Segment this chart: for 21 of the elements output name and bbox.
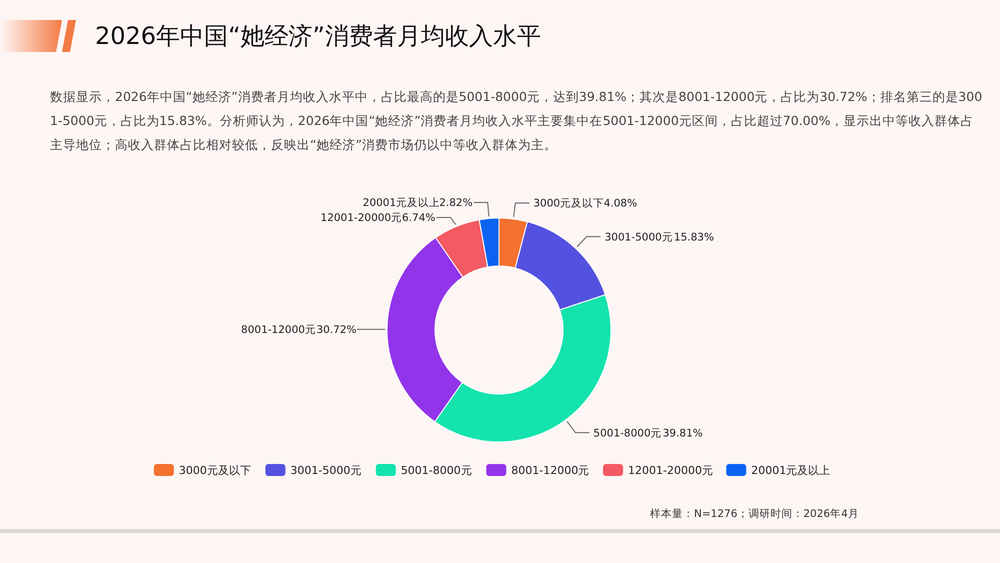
data-label: 39.81% — [662, 427, 703, 440]
text: 样本量：N=1276；调研时间：2026年4月 — [650, 507, 859, 520]
legend-label: 3001-5000元 — [290, 464, 362, 477]
legend-label: 8001-12000元 — [511, 464, 590, 477]
data-label: 6.74% — [402, 212, 436, 224]
data-label: 2.82% — [439, 197, 473, 210]
data-label: 4.08% — [604, 198, 638, 210]
legend-label: 5001-8000元 — [400, 464, 472, 477]
data-label: 15.83% — [674, 231, 714, 244]
slice-label: 5001-8000元 — [593, 427, 662, 440]
data-label: 30.72% — [316, 324, 357, 336]
legend-label: 20001元及以上 — [751, 464, 830, 477]
slice-label: 20001元及以上 — [362, 196, 440, 210]
chart-subtitle: 数据显示，2026年中国“她经济”消费者月均收入水平中，占比最高的是5001-8000元，达到39.81%；其次是8001-12000元，占比为30.72%；排名第三的是3001-5000元，占比为15.83%。分析师认为，2026年中国“她经济”消费者月均收入水平主要集中在5001-12000元区间，占比超过70.00%，显示出中等收入群体占主导地位；高收入群体占比相对较低，反映出“她经济”消费市场仍以中等收入群体为主。 — [50, 89, 982, 152]
slice-label: 12001-20000元 — [320, 212, 402, 224]
chart-title: 2026年中国“她经济”消费者月均收入水平 — [95, 22, 541, 50]
slice-label: 8001-12000元 — [241, 324, 316, 336]
slice-label: 3001-5000元 — [604, 231, 673, 244]
slice-label: 3000元及以下 — [533, 196, 604, 210]
legend-label: 3000元及以下 — [178, 464, 251, 477]
legend-label: 12001-20000元 — [628, 464, 714, 477]
